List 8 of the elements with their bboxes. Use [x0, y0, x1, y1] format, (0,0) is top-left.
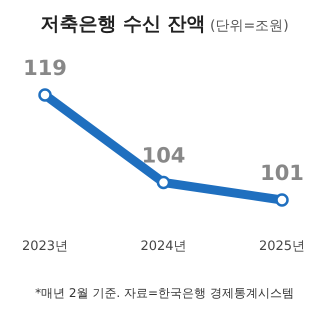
x-tick-label: 2025년 — [258, 239, 306, 254]
x-tick-label: 2023년 — [22, 239, 68, 254]
data-label: 119 — [23, 56, 67, 80]
data-label: 101 — [260, 161, 304, 185]
chart-title: 저축은행 수신 잔액 (단위=조원) — [40, 13, 289, 35]
x-tick-label: 2024년 — [140, 239, 187, 254]
text: *매년 2월 기준. 자료=한국은행 경제통계시스템 — [35, 286, 294, 300]
data-label: 104 — [142, 144, 186, 168]
